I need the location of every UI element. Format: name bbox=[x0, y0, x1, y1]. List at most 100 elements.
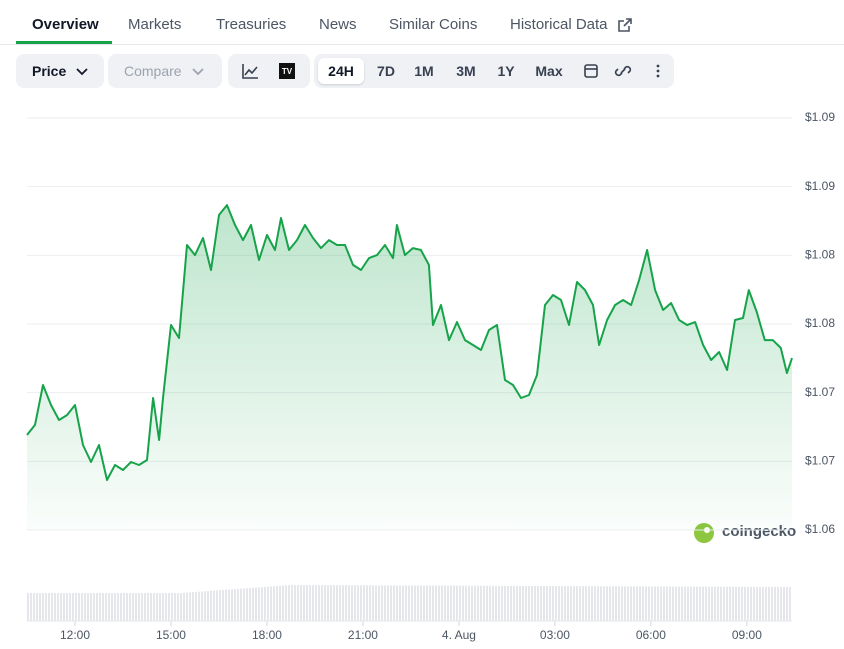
volume-bar bbox=[360, 585, 362, 621]
volume-bar bbox=[498, 585, 500, 621]
x-tick-label: 12:00 bbox=[60, 628, 90, 642]
volume-bar bbox=[336, 585, 338, 621]
volume-bar bbox=[513, 585, 515, 621]
volume-bar bbox=[213, 590, 215, 621]
range-button[interactable]: 3M bbox=[456, 63, 476, 79]
volume-bar bbox=[579, 586, 581, 621]
volume-bar bbox=[780, 586, 782, 621]
volume-bar bbox=[576, 586, 578, 621]
volume-bar bbox=[738, 586, 740, 621]
volume-bar bbox=[156, 593, 158, 621]
range-tools[interactable] bbox=[582, 62, 682, 80]
volume-bar bbox=[507, 585, 509, 621]
volume-bar bbox=[663, 586, 665, 621]
volume-bar bbox=[30, 593, 32, 621]
tab[interactable]: Treasuries bbox=[216, 16, 287, 33]
x-tick-label: 21:00 bbox=[348, 628, 378, 642]
volume-bar bbox=[570, 586, 572, 621]
range-group bbox=[314, 54, 674, 88]
volume-bar bbox=[135, 593, 137, 621]
volume-bar bbox=[552, 586, 554, 621]
volume-bar bbox=[480, 585, 482, 621]
volume-bar bbox=[747, 586, 749, 621]
volume-bar bbox=[180, 593, 182, 621]
volume-bar bbox=[600, 586, 602, 621]
volume-bar bbox=[207, 591, 209, 621]
x-tick-label: 4. Aug bbox=[442, 628, 476, 642]
volume-bar bbox=[261, 587, 263, 621]
volume-bar bbox=[558, 586, 560, 621]
volume-bar bbox=[378, 585, 380, 621]
volume-bar bbox=[588, 586, 590, 621]
tab[interactable]: Similar Coins bbox=[389, 16, 478, 33]
x-tick-label: 09:00 bbox=[732, 628, 762, 642]
volume-bar bbox=[144, 593, 146, 621]
volume-bar bbox=[516, 585, 518, 621]
volume-bar bbox=[573, 586, 575, 621]
volume-bar bbox=[27, 593, 29, 621]
y-tick-label: $1.09 bbox=[805, 110, 835, 124]
volume-bar bbox=[603, 586, 605, 621]
volume-bar bbox=[549, 586, 551, 621]
y-tick-label: $1.08 bbox=[805, 316, 835, 330]
volume-bar bbox=[417, 585, 419, 621]
tab[interactable]: News bbox=[319, 16, 357, 33]
range-button[interactable]: 1Y bbox=[497, 63, 515, 79]
volume-bar bbox=[669, 586, 671, 621]
range-button[interactable]: 7D bbox=[377, 63, 395, 79]
volume-bar bbox=[636, 586, 638, 621]
volume-bar bbox=[372, 585, 374, 621]
volume-bar bbox=[702, 586, 704, 621]
tab[interactable]: Overview bbox=[32, 16, 99, 33]
compare-button[interactable]: Compare bbox=[108, 54, 222, 88]
volume-bar bbox=[195, 591, 197, 621]
volume-bar bbox=[369, 585, 371, 621]
volume-bar bbox=[660, 586, 662, 621]
volume-bar bbox=[69, 593, 71, 621]
volume-bar bbox=[210, 590, 212, 621]
volume-bar bbox=[708, 586, 710, 621]
tab[interactable]: Markets bbox=[128, 16, 182, 33]
price-button[interactable]: Price bbox=[16, 54, 104, 88]
volume-bar bbox=[42, 593, 44, 621]
volume-bar bbox=[567, 586, 569, 621]
volume-bar bbox=[486, 585, 488, 621]
range-button[interactable]: 1M bbox=[414, 63, 434, 79]
volume-bar bbox=[45, 593, 47, 621]
volume-bar bbox=[531, 585, 533, 621]
volume-bar bbox=[159, 593, 161, 621]
volume-bar bbox=[276, 586, 278, 621]
volume-bar bbox=[774, 586, 776, 621]
volume-bar bbox=[117, 593, 119, 621]
volume-bar bbox=[675, 586, 677, 621]
volume-bar bbox=[129, 593, 131, 621]
y-tick-label: $1.07 bbox=[805, 385, 835, 399]
volume-bar bbox=[255, 587, 257, 621]
range-button[interactable]: 24H bbox=[318, 58, 364, 84]
volume-bar bbox=[618, 586, 620, 621]
tab[interactable]: Historical Data bbox=[510, 16, 608, 33]
svg-text:TV: TV bbox=[282, 67, 293, 76]
volume-bar bbox=[345, 585, 347, 621]
volume-bar bbox=[408, 585, 410, 621]
volume-bar bbox=[141, 593, 143, 621]
volume-bars bbox=[27, 585, 791, 621]
volume-bar bbox=[171, 593, 173, 621]
volume-bar bbox=[126, 593, 128, 621]
chart-type-icons[interactable]: TV bbox=[228, 54, 310, 88]
volume-bar bbox=[744, 586, 746, 621]
volume-bar bbox=[216, 590, 218, 621]
volume-bar bbox=[387, 585, 389, 621]
volume-bar bbox=[354, 585, 356, 621]
volume-bar bbox=[384, 585, 386, 621]
volume-bar bbox=[450, 585, 452, 621]
volume-bar bbox=[147, 593, 149, 621]
volume-bar bbox=[684, 586, 686, 621]
volume-bar bbox=[435, 585, 437, 621]
volume-bar bbox=[63, 593, 65, 621]
volume-bar bbox=[270, 586, 272, 621]
volume-bar bbox=[519, 585, 521, 621]
volume-bar bbox=[405, 585, 407, 621]
range-button[interactable]: Max bbox=[535, 63, 563, 79]
